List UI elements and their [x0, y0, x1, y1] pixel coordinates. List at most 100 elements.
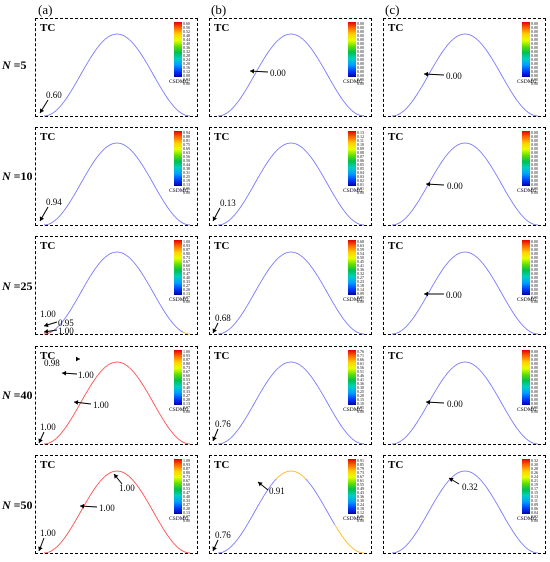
colorbar-tick-label: 0.93: [183, 462, 190, 467]
curve-segment: [102, 257, 106, 261]
curve-segment: [220, 223, 223, 226]
curve-segment: [418, 196, 422, 201]
colorbar-tick-label: 0.28: [531, 466, 538, 471]
curve-segment: [220, 332, 223, 335]
curve-segment: [165, 423, 169, 428]
curve-segment: [148, 66, 152, 71]
curve-segment: [503, 407, 507, 412]
colorbar-tick-label: 0.32: [531, 458, 538, 463]
curve-segment: [406, 105, 410, 109]
curve-segment: [138, 378, 142, 383]
curve-segment: [394, 551, 397, 554]
annotation-arrowhead: [62, 370, 67, 376]
curve-segment: [55, 216, 59, 220]
curve-segment: [107, 144, 110, 147]
curve-segment: [354, 440, 357, 443]
curve-segment: [53, 547, 57, 550]
curve-segment: [222, 331, 226, 334]
curve-segment: [112, 361, 115, 364]
colorbar-tick-label: 0.27: [183, 283, 190, 288]
curve-segment: [346, 105, 350, 109]
curve-segment: [80, 507, 84, 513]
curve-segment: [80, 179, 84, 185]
curve-segment: [423, 79, 427, 84]
colorbar-tick-label: 0.60: [183, 21, 190, 26]
curve-segment: [501, 292, 505, 298]
colorbar-tick-label: 0.36: [183, 45, 190, 50]
curve-segment: [128, 148, 132, 152]
curve-segment: [298, 253, 301, 256]
curve-segment: [244, 415, 248, 420]
colorbar-tick-label: 0.44: [183, 162, 190, 167]
curve-segment: [329, 297, 333, 302]
curve-segment: [332, 83, 336, 88]
curve-segment: [241, 528, 246, 533]
colorbar-tick-label: 0.20: [183, 61, 190, 66]
colorbar-tick-label: 0.45: [357, 259, 364, 264]
colorbar-tick-label: 0.73: [183, 255, 190, 260]
colorbar-tick-label: 0.00: [531, 381, 538, 386]
colorbar-tick-label: 0.00: [357, 73, 364, 78]
curve-segment: [60, 102, 64, 106]
colorbar-tick-label: 0.25: [183, 174, 190, 179]
curve-segment: [327, 292, 331, 298]
curve-segment: [354, 221, 357, 224]
colorbar-tick-label: 0.02: [531, 514, 538, 519]
colorbar-tick-label: 0.28: [183, 53, 190, 58]
contour-panel: TC 0.13 0.12 0.11 0.10 0.09 0.08 0.07 0.06 0.05 0.…: [209, 127, 372, 226]
curve-segment: [433, 62, 437, 67]
curve-segment: [479, 150, 483, 154]
curve-segment: [314, 491, 319, 496]
colorbar-tick-label: 0.00: [531, 57, 538, 62]
curve-segment: [442, 375, 446, 380]
curve-segment: [493, 499, 497, 504]
curve-segment: [162, 200, 167, 205]
curve-segment: [87, 495, 91, 500]
colorbar-tick-label: 0.06: [357, 158, 364, 163]
curve-segment: [327, 511, 331, 517]
colorbar-tick-label: 0.23: [357, 279, 364, 284]
curve-segment: [415, 528, 420, 533]
damage-value-annotation: 1.00: [93, 400, 109, 410]
column-label-c: (c): [385, 2, 400, 17]
curve-segment: [286, 470, 289, 473]
curve-segment: [520, 323, 524, 327]
colorbar-tick-label: 0.00: [357, 69, 364, 74]
colorbar-tick-label: 0.00: [531, 150, 538, 155]
curve-segment: [107, 363, 110, 366]
curve-segment: [394, 223, 397, 226]
curve-segment: [102, 148, 106, 152]
curve-segment: [525, 110, 529, 113]
curve-segment: [234, 539, 238, 543]
curve-segment: [63, 426, 67, 431]
curve-segment: [513, 313, 517, 318]
curve-segment: [515, 98, 519, 103]
curve-segment: [354, 112, 357, 115]
curve-segment: [450, 257, 454, 261]
damage-curve-plot: [38, 470, 191, 554]
curve-segment: [346, 433, 350, 437]
curve-segment: [403, 107, 407, 111]
curve-segment: [48, 222, 52, 225]
curve-segment: [530, 441, 534, 444]
curve-segment: [77, 511, 81, 517]
curve-segment: [276, 148, 280, 152]
damage-value-annotation: 0.91: [269, 486, 285, 496]
colorbar-tick-label: 0.67: [183, 369, 190, 374]
curve-segment: [150, 179, 154, 185]
colorbar-tick-label: 0.00: [357, 57, 364, 62]
curve-segment: [457, 362, 461, 365]
annotation-arrowhead: [424, 71, 429, 77]
curve-segment: [339, 95, 343, 100]
curve-segment: [180, 549, 183, 552]
colorbar: [174, 131, 182, 186]
damage-value-annotation: 1.00: [99, 503, 115, 513]
curve-segment: [170, 320, 174, 324]
curve-segment: [510, 200, 515, 205]
colorbar-tick-label: 0.00: [531, 146, 538, 151]
curve-segment: [324, 70, 328, 76]
curve-segment: [70, 87, 74, 92]
colorbar-tick-label: 0.09: [357, 146, 364, 151]
curve-segment: [401, 219, 405, 222]
curve-segment: [467, 251, 470, 254]
